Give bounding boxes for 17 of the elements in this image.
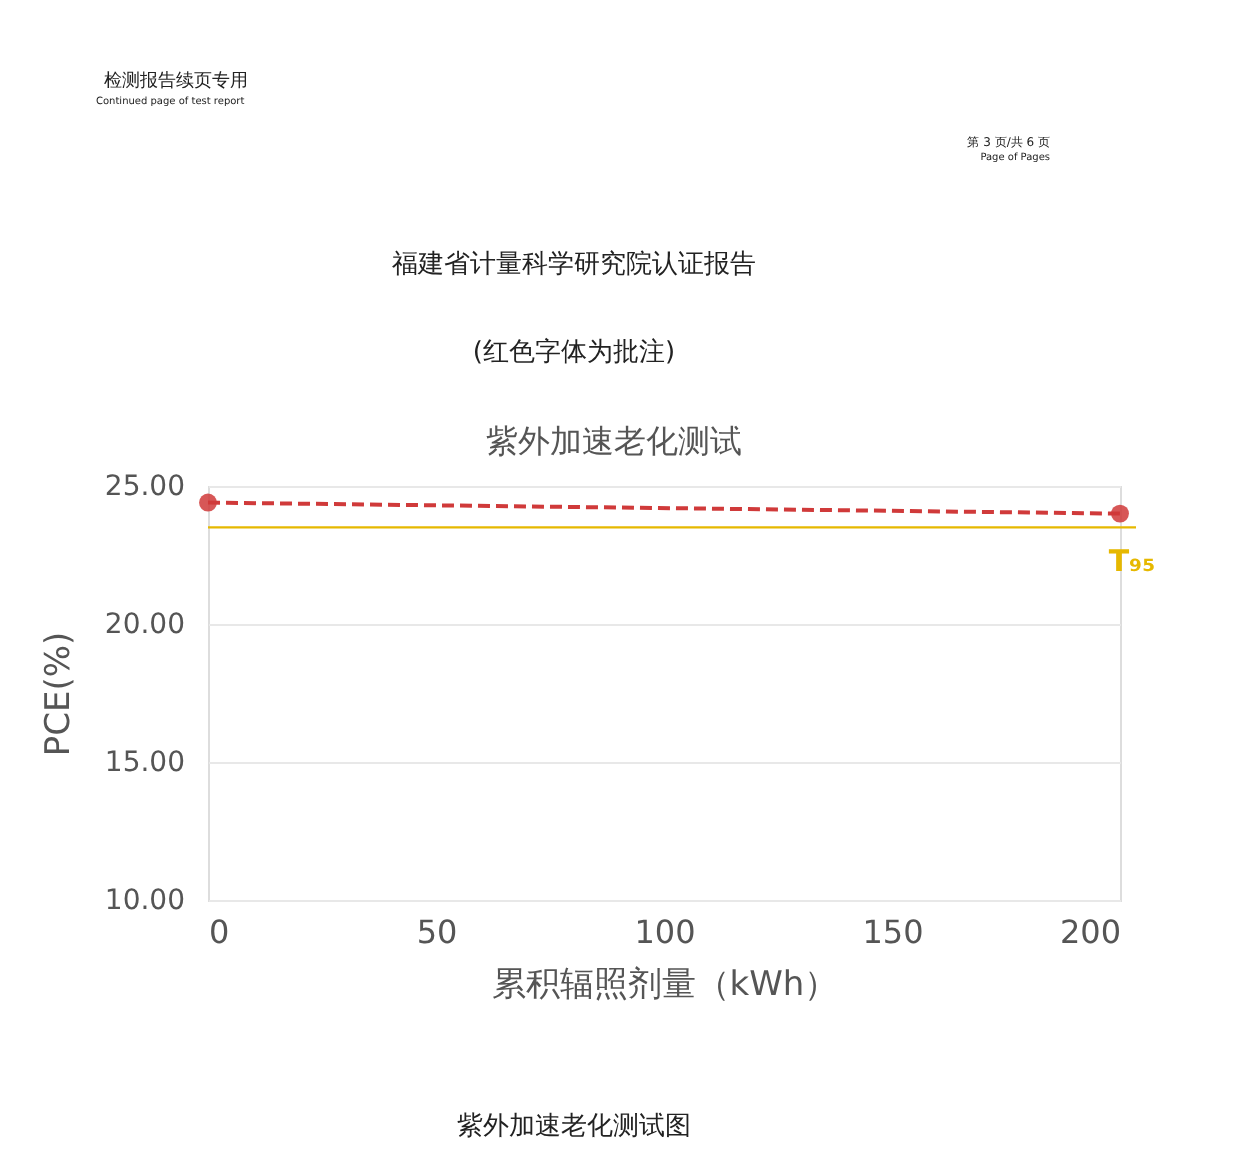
text: (红色字体为批注) xyxy=(472,336,676,368)
text: 检测报告续页专用 xyxy=(104,70,248,92)
x-tick-label: 150 xyxy=(862,913,924,951)
y-axis-title: PCE(%) xyxy=(38,631,79,757)
text: 福建省计量科学研究院认证报告 xyxy=(392,250,756,280)
x-tick-label: 50 xyxy=(416,913,458,951)
y-tick-label: 25.00 xyxy=(104,471,185,503)
ref-line-label: T₉₅ xyxy=(1108,543,1156,580)
y-tick-label: 15.00 xyxy=(104,747,185,779)
x-axis-title: 累积辐照剂量（kWh） xyxy=(491,965,839,1005)
x-tick-label: 100 xyxy=(634,913,696,951)
text: 紫外加速老化测试图 xyxy=(457,1112,691,1142)
x-tick-label: 200 xyxy=(1059,913,1121,951)
x-tick-label: 0 xyxy=(209,913,230,951)
chart-title: 紫外加速老化测试 xyxy=(486,422,742,460)
y-tick-label: 20.00 xyxy=(104,609,185,641)
y-tick-label: 10.00 xyxy=(104,885,185,917)
